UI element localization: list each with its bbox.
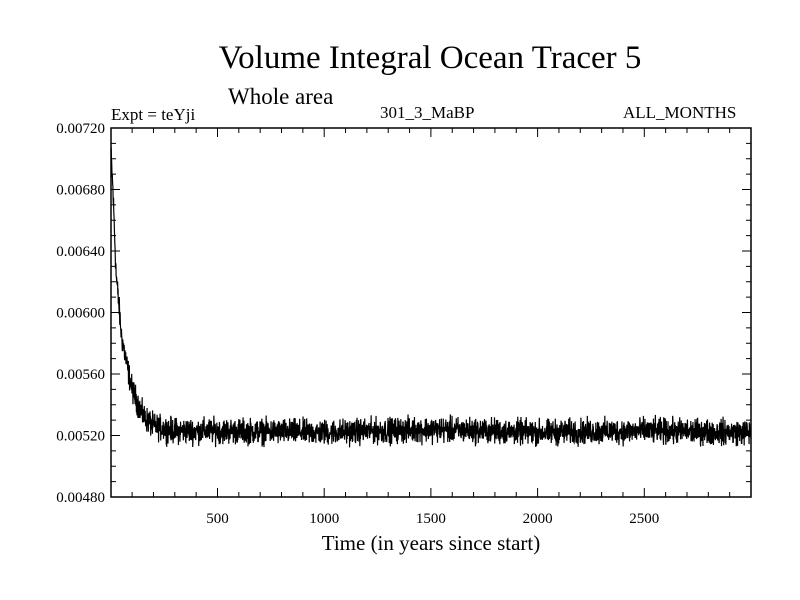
period-label: ALL_MONTHS (623, 103, 737, 122)
x-tick-label: 2500 (629, 511, 659, 527)
x-tick-label: 2000 (523, 511, 553, 527)
y-tick-label: 0.00600 (56, 306, 105, 322)
x-tick-label: 500 (206, 511, 229, 527)
chart-title: Volume Integral Ocean Tracer 5 (218, 40, 642, 76)
y-tick-label: 0.00480 (56, 490, 105, 506)
y-tick-label: 0.00640 (56, 244, 105, 260)
series-line (110, 147, 752, 448)
y-tick-label: 0.00520 (56, 429, 105, 445)
y-tick-label: 0.00560 (56, 367, 105, 383)
y-tick-label: 0.00720 (56, 121, 105, 137)
x-tick-label: 1000 (309, 511, 339, 527)
y-tick-label: 0.00680 (56, 183, 105, 199)
experiment-label: Expt = teYji (111, 105, 196, 124)
run-code-label: 301_3_MaBP (380, 103, 475, 122)
x-tick-label: 1500 (416, 511, 446, 527)
x-axis-label: Time (in years since start) (322, 531, 541, 555)
chart-subtitle: Whole area (228, 84, 334, 109)
plot-frame (110, 127, 752, 498)
